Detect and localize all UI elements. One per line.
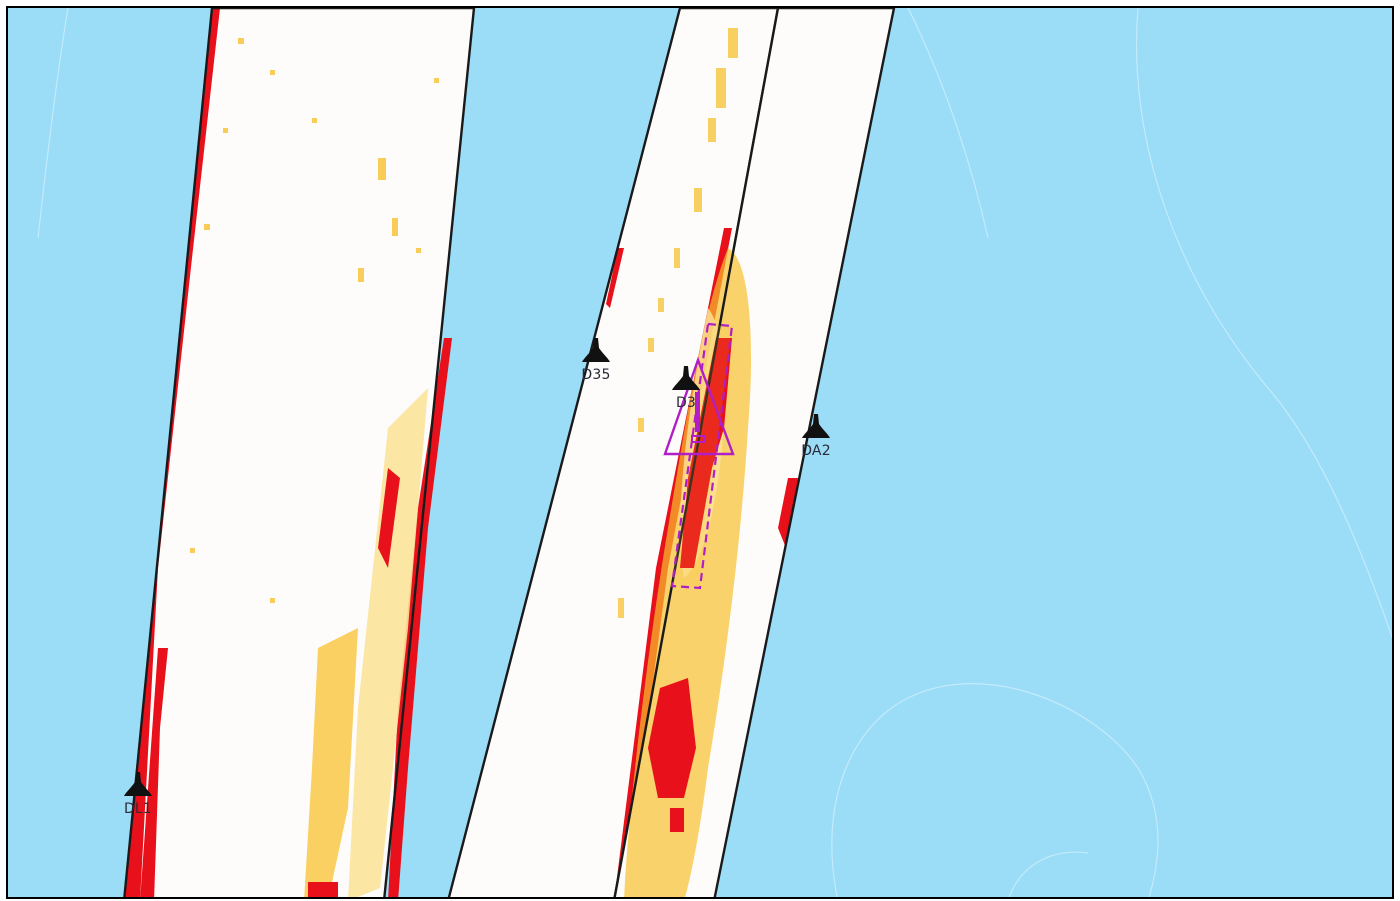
- buoy-marker-dl1[interactable]: DL1: [116, 770, 160, 817]
- buoy-label: D35: [574, 367, 618, 383]
- buoy-icon: [801, 412, 831, 442]
- buoy-icon: [671, 364, 701, 394]
- buoy-icon: [581, 336, 611, 366]
- buoy-marker-d35[interactable]: D35: [574, 336, 618, 383]
- buoy-label: DA2: [794, 443, 838, 459]
- buoy-marker-da2[interactable]: DA2: [794, 412, 838, 459]
- buoy-icon: [123, 770, 153, 800]
- buoy-label: D3: [664, 395, 708, 411]
- buoy-marker-d3x[interactable]: D3: [664, 364, 708, 411]
- buoy-label: DL1: [116, 801, 160, 817]
- nautical-map[interactable]: DL1 D35 D3 DA2: [6, 6, 1394, 899]
- map-canvas[interactable]: [8, 8, 1394, 899]
